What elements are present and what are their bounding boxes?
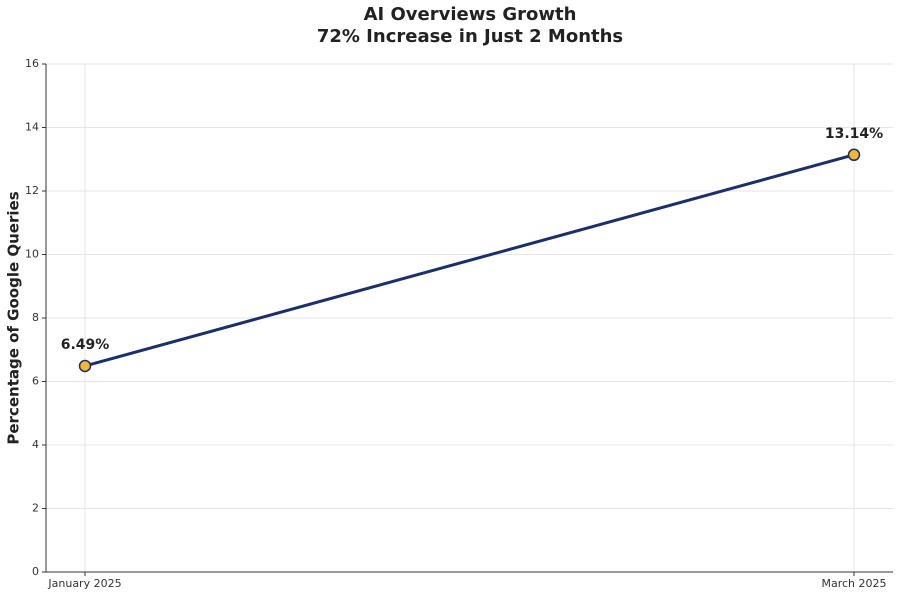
y-tick-label: 2 — [32, 502, 39, 515]
y-tick-label: 4 — [32, 438, 39, 451]
data-point — [78, 359, 92, 373]
x-tick-label: January 2025 — [47, 577, 121, 590]
x-tick-label: March 2025 — [821, 577, 886, 590]
data-label: 13.14% — [825, 126, 883, 142]
y-tick-label: 16 — [25, 57, 39, 70]
y-tick-label: 0 — [32, 565, 39, 578]
data-label: 6.49% — [61, 337, 110, 353]
data-point — [847, 148, 861, 162]
chart-title: AI Overviews Growth — [364, 4, 577, 25]
y-tick-label: 10 — [25, 248, 39, 261]
y-tick-label: 6 — [32, 375, 39, 388]
y-tick-label: 12 — [25, 184, 39, 197]
y-tick-label: 14 — [25, 121, 39, 134]
line-series — [84, 153, 855, 368]
y-tick-label: 8 — [32, 311, 39, 324]
y-axis-label: Percentage of Google Queries — [5, 191, 23, 444]
chart-subtitle: 72% Increase in Just 2 Months — [317, 26, 623, 47]
